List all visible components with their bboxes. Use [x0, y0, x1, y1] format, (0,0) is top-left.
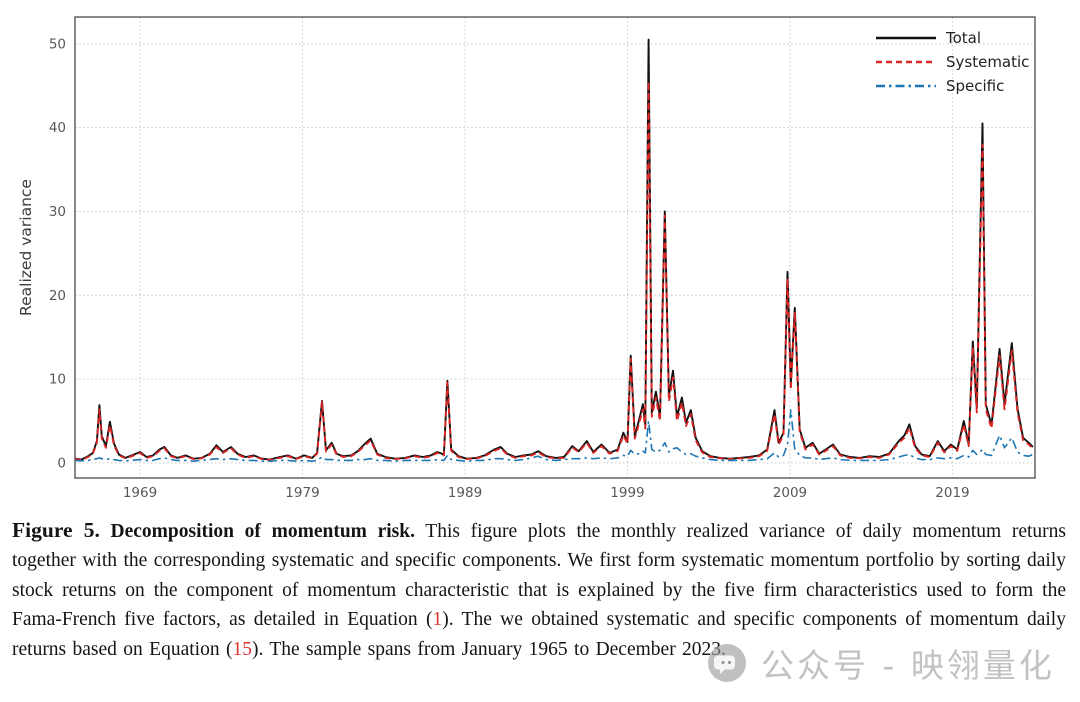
y-axis-tick-label: 50 — [49, 36, 66, 52]
y-axis-label: Realized variance — [17, 179, 35, 316]
legend-label-specific: Specific — [946, 77, 1005, 95]
legend-item-total: Total — [876, 26, 1036, 50]
legend-item-systematic: Systematic — [876, 50, 1036, 74]
x-axis-tick-label: 1999 — [610, 485, 644, 501]
y-axis-tick-label: 20 — [49, 288, 66, 304]
y-axis-tick-label: 0 — [57, 455, 66, 471]
x-axis-tick-label: 2009 — [773, 485, 807, 501]
x-axis-tick-label: 1989 — [448, 485, 482, 501]
caption-title: Decomposition of momentum risk. — [110, 521, 415, 542]
legend-label-total: Total — [946, 29, 982, 47]
caption-body-3: ). The sample spans from January 1965 to… — [251, 638, 726, 660]
caption-body-1: This figure plots the monthly realized v… — [12, 521, 1066, 631]
plot-border — [74, 16, 1036, 479]
x-axis-tick-label: 2019 — [935, 485, 969, 501]
specific-line-sample-icon — [876, 82, 936, 90]
chart-canvas: 0 10 20 30 40 50 1969 1979 1989 1999 2009 2019 Reali… — [17, 16, 1036, 501]
legend-label-systematic: Systematic — [946, 53, 1030, 71]
y-axis-tick-label: 10 — [49, 372, 66, 388]
y-axis-tick-label: 40 — [49, 120, 66, 136]
figure-caption: Figure 5. Decomposition of momentum risk… — [12, 516, 1066, 664]
series-line-specific — [74, 409, 1034, 462]
systematic-line-sample-icon — [876, 58, 936, 66]
total-line-sample-icon — [876, 34, 936, 42]
equation-ref-15[interactable]: 15 — [232, 638, 252, 660]
series-line-total — [74, 38, 1034, 461]
y-axis-tick-label: 30 — [49, 204, 66, 220]
x-axis-tick-label: 1979 — [285, 485, 319, 501]
caption-figure-number: Figure 5. — [12, 518, 100, 542]
caption-body-2: ). The we obtained systematic and specif… — [12, 609, 1066, 660]
chart-legend: Total Systematic Specific — [876, 26, 1036, 98]
legend-item-specific: Specific — [876, 74, 1036, 98]
x-axis-tick-label: 1969 — [123, 485, 157, 501]
momentum-risk-chart: 0 10 20 30 40 50 1969 1979 1989 1999 2009 2019 Reali… — [17, 16, 1036, 501]
equation-ref-1[interactable]: 1 — [432, 609, 443, 631]
series-line-systematic — [74, 80, 1034, 461]
